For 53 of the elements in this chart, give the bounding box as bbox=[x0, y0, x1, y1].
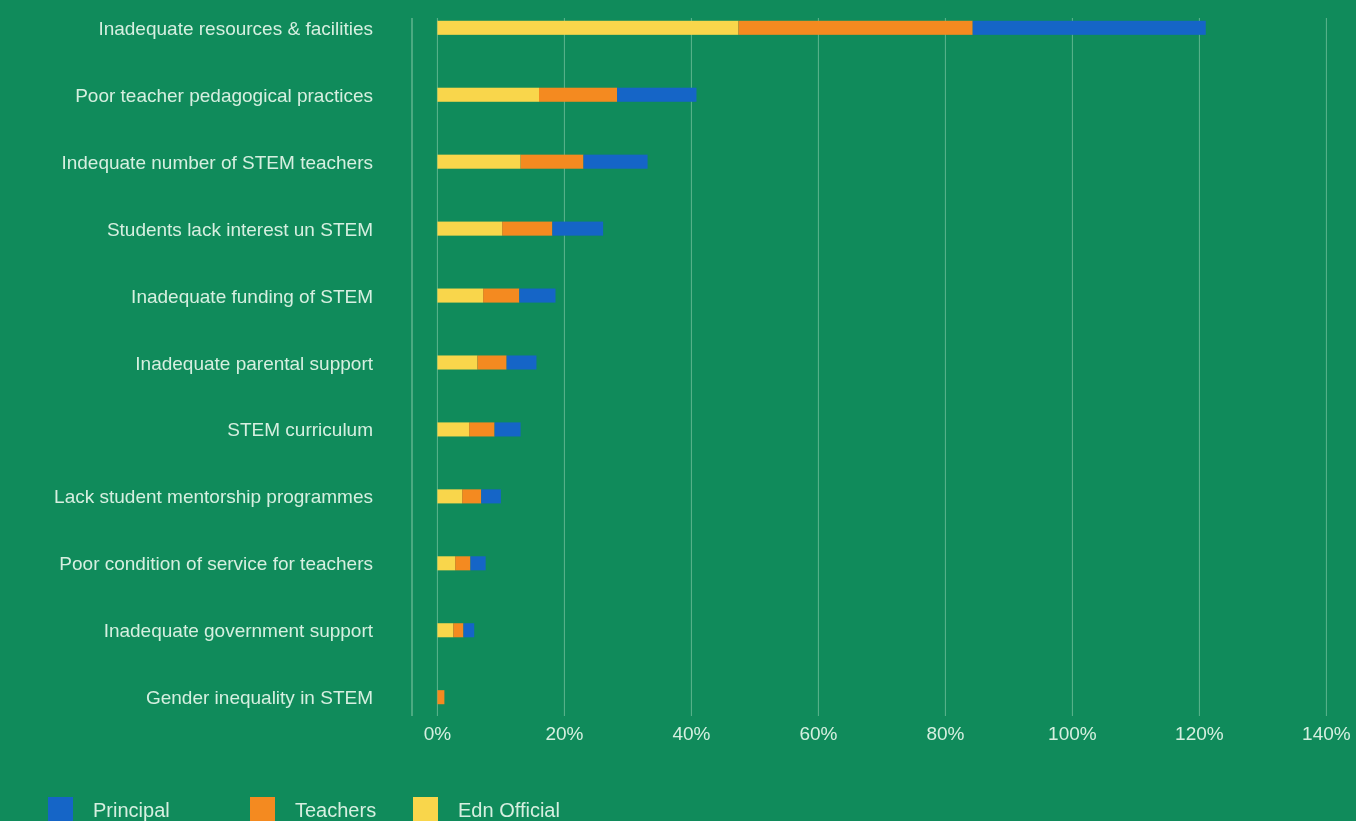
bar bbox=[483, 288, 520, 303]
bar bbox=[477, 355, 507, 370]
x-tick-label: 140% bbox=[1302, 723, 1351, 744]
bar bbox=[494, 422, 521, 437]
legend-label: Teachers bbox=[295, 799, 377, 821]
bar bbox=[437, 489, 463, 504]
bar bbox=[519, 288, 556, 303]
legend-label: Principal bbox=[93, 799, 170, 821]
bar bbox=[738, 20, 973, 35]
bar bbox=[520, 154, 584, 169]
bar bbox=[437, 221, 503, 236]
y-tick-label: Inadequate funding of STEM bbox=[131, 285, 373, 307]
x-tick-label: 120% bbox=[1175, 723, 1224, 744]
bar bbox=[437, 623, 454, 638]
x-tick-label: 40% bbox=[672, 723, 711, 744]
y-tick-label: Inadequate government support bbox=[103, 620, 374, 642]
y-tick-label: Gender inequality in STEM bbox=[145, 687, 373, 709]
bar bbox=[453, 623, 464, 638]
bar bbox=[552, 221, 604, 236]
bar bbox=[437, 87, 539, 102]
bar bbox=[462, 489, 482, 504]
y-tick-label: Poor condition of service for teachers bbox=[59, 553, 373, 575]
bar bbox=[470, 556, 486, 571]
bar bbox=[469, 422, 495, 437]
y-tick-label: Poor teacher pedagogical practices bbox=[75, 84, 373, 106]
y-tick-label: Lack student mentorship programmes bbox=[54, 486, 373, 508]
legend-label: Edn Official bbox=[458, 799, 560, 821]
y-tick-label: STEM curriculum bbox=[227, 419, 373, 441]
bar bbox=[583, 154, 648, 169]
y-tick-label: Students lack interest un STEM bbox=[106, 218, 373, 240]
bar bbox=[539, 87, 618, 102]
y-tick-label: Inadequate resources & facilities bbox=[98, 17, 373, 39]
bar bbox=[437, 288, 484, 303]
x-tick-label: 60% bbox=[799, 723, 838, 744]
bar bbox=[481, 489, 501, 504]
bar bbox=[972, 20, 1206, 35]
x-tick-label: 20% bbox=[545, 723, 584, 744]
y-tick-label: Inadequate parental support bbox=[135, 352, 374, 374]
bar bbox=[437, 690, 445, 705]
bar bbox=[617, 87, 697, 102]
bar bbox=[506, 355, 537, 370]
bar bbox=[437, 355, 478, 370]
bar bbox=[437, 154, 521, 169]
bar bbox=[455, 556, 471, 571]
bar bbox=[437, 556, 456, 571]
x-tick-label: 0% bbox=[423, 723, 452, 744]
bar bbox=[502, 221, 553, 236]
y-tick-label: Indequate number of STEM teachers bbox=[61, 151, 373, 173]
x-tick-label: 100% bbox=[1048, 723, 1097, 744]
bar bbox=[437, 422, 470, 437]
bar bbox=[463, 623, 475, 638]
bar bbox=[437, 20, 739, 35]
x-tick-label: 80% bbox=[926, 723, 965, 744]
